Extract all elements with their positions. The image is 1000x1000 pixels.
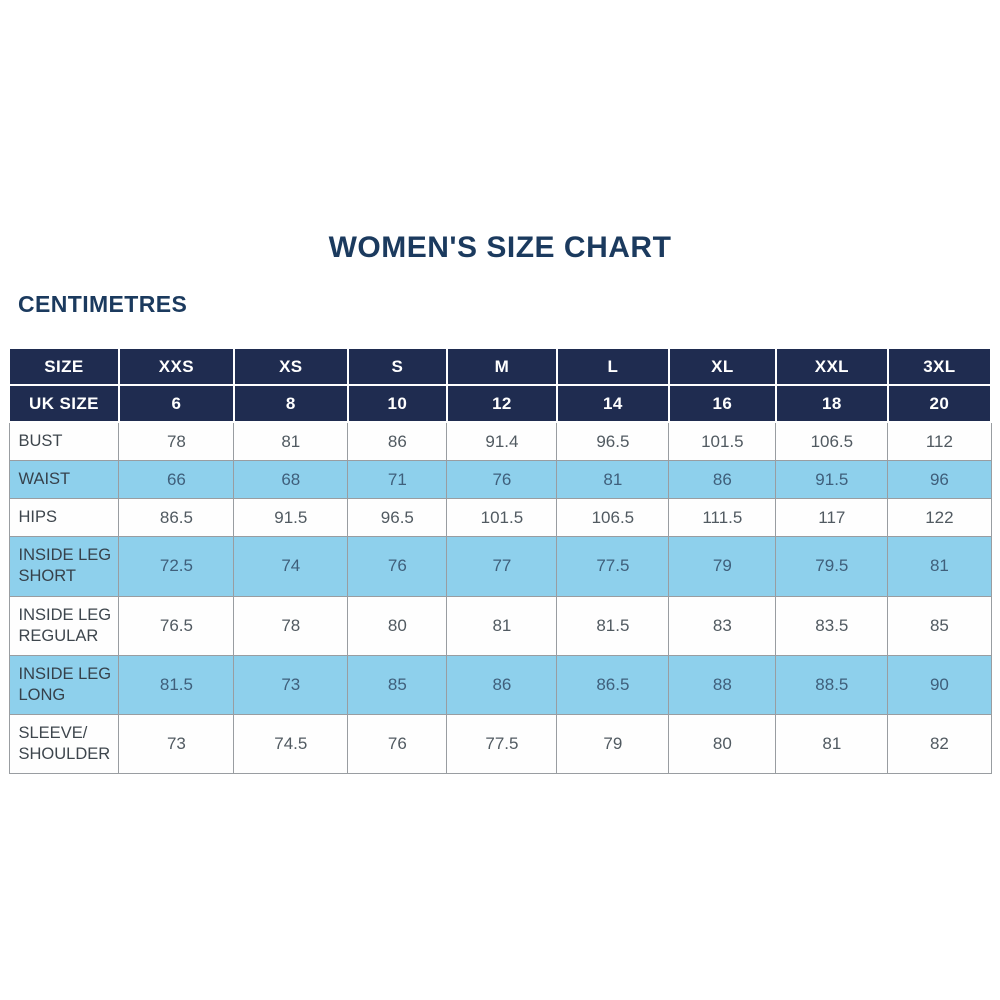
value-cell: 85 (347, 654, 448, 715)
value-cell: 72.5 (118, 536, 235, 597)
value-cell: 111.5 (668, 498, 777, 538)
value-cell: 83 (668, 595, 777, 656)
value-cell: 83.5 (775, 595, 889, 656)
header-cell: M (445, 347, 558, 386)
value-cell: 82 (887, 713, 992, 775)
table-row: INSIDE LEG LONG 81.5 73 85 86 86.5 88 88.5 90 (8, 654, 992, 715)
size-chart-page: WOMEN'S SIZE CHART CENTIMETRES SIZE XXS XS… (8, 231, 993, 775)
table-row: WAIST 66 68 71 76 81 86 91.5 96 (8, 460, 992, 500)
value-cell: 78 (118, 421, 235, 462)
value-cell: 101.5 (668, 421, 777, 462)
value-cell: 101.5 (446, 498, 558, 538)
value-cell: 76 (347, 536, 448, 597)
header-cell: 20 (886, 384, 993, 423)
value-cell: 117 (775, 498, 889, 538)
row-label: WAIST (8, 460, 120, 500)
header-row-size: SIZE XXS XS S M L XL XXL 3XL (8, 347, 993, 386)
table-body: BUST 78 81 86 91.4 96.5 101.5 106.5 112 WAIST 66 68… (8, 421, 992, 775)
row-label: INSIDE LEG LONG (8, 654, 120, 715)
header-cell: S (346, 347, 448, 386)
header-cell: 6 (117, 384, 235, 423)
value-cell: 91.5 (775, 460, 889, 500)
value-cell: 88.5 (775, 654, 889, 715)
value-cell: 76.5 (118, 595, 235, 656)
value-cell: 86 (668, 460, 777, 500)
header-cell: XL (667, 347, 777, 386)
value-cell: 74.5 (233, 713, 349, 775)
header-row-uk-size: UK SIZE 6 8 10 12 14 16 18 20 (8, 384, 993, 423)
header-cell: L (555, 347, 670, 386)
header-cell: XXS (117, 347, 235, 386)
value-cell: 81.5 (118, 654, 235, 715)
table-row: BUST 78 81 86 91.4 96.5 101.5 106.5 112 (8, 421, 992, 462)
row-label: SLEEVE/ SHOULDER (8, 713, 120, 775)
header-cell: 14 (555, 384, 670, 423)
value-cell: 79 (556, 713, 670, 775)
unit-label: CENTIMETRES (18, 291, 188, 317)
value-cell: 81.5 (556, 595, 670, 656)
value-cell: 81 (887, 536, 992, 597)
value-cell: 96.5 (347, 498, 448, 538)
table-row: INSIDE LEG REGULAR 76.5 78 80 81 81.5 83 83.5 85 (8, 595, 992, 656)
header-cell: 3XL (886, 347, 993, 386)
value-cell: 86 (347, 421, 448, 462)
value-cell: 85 (887, 595, 992, 656)
page-title: WOMEN'S SIZE CHART (328, 231, 672, 264)
value-cell: 90 (887, 654, 992, 715)
value-cell: 81 (775, 713, 889, 775)
value-cell: 96 (887, 460, 992, 500)
header-cell: XXL (774, 347, 889, 386)
value-cell: 76 (446, 460, 558, 500)
value-cell: 77 (446, 536, 558, 597)
value-cell: 81 (446, 595, 558, 656)
value-cell: 88 (668, 654, 777, 715)
value-cell: 74 (233, 536, 349, 597)
table-row: HIPS 86.5 91.5 96.5 101.5 106.5 111.5 117 122 (8, 498, 992, 538)
value-cell: 106.5 (775, 421, 889, 462)
value-cell: 76 (347, 713, 448, 775)
value-cell: 91.4 (446, 421, 558, 462)
size-chart-table: SIZE XXS XS S M L XL XXL 3XL UK SIZE 6 8 10 12 14 16 18 2… (8, 347, 993, 775)
value-cell: 73 (233, 654, 349, 715)
header-cell: UK SIZE (8, 384, 120, 423)
value-cell: 68 (233, 460, 349, 500)
table-header: SIZE XXS XS S M L XL XXL 3XL UK SIZE 6 8 10 12 14 16 18 2… (8, 347, 993, 423)
row-label: INSIDE LEG REGULAR (8, 595, 120, 656)
row-label: INSIDE LEG SHORT (8, 536, 120, 597)
value-cell: 86 (446, 654, 558, 715)
value-cell: 66 (118, 460, 235, 500)
value-cell: 80 (347, 595, 448, 656)
row-label: BUST (8, 421, 120, 462)
header-cell: 8 (232, 384, 349, 423)
value-cell: 79 (668, 536, 777, 597)
header-cell: SIZE (8, 347, 120, 386)
value-cell: 78 (233, 595, 349, 656)
value-cell: 112 (887, 421, 992, 462)
header-cell: 12 (445, 384, 558, 423)
row-label: HIPS (8, 498, 120, 538)
value-cell: 81 (556, 460, 670, 500)
value-cell: 91.5 (233, 498, 349, 538)
header-cell: 10 (346, 384, 448, 423)
value-cell: 77.5 (446, 713, 558, 775)
value-cell: 71 (347, 460, 448, 500)
table-row: INSIDE LEG SHORT 72.5 74 76 77 77.5 79 79.5 81 (8, 536, 992, 597)
value-cell: 73 (118, 713, 235, 775)
value-cell: 86.5 (556, 654, 670, 715)
value-cell: 106.5 (556, 498, 670, 538)
header-cell: XS (232, 347, 349, 386)
value-cell: 81 (233, 421, 349, 462)
value-cell: 122 (887, 498, 992, 538)
value-cell: 77.5 (556, 536, 670, 597)
table-row: SLEEVE/ SHOULDER 73 74.5 76 77.5 79 80 81 82 (8, 713, 992, 775)
value-cell: 96.5 (556, 421, 670, 462)
value-cell: 80 (668, 713, 777, 775)
header-cell: 18 (774, 384, 889, 423)
value-cell: 86.5 (118, 498, 235, 538)
header-cell: 16 (667, 384, 777, 423)
value-cell: 79.5 (775, 536, 889, 597)
